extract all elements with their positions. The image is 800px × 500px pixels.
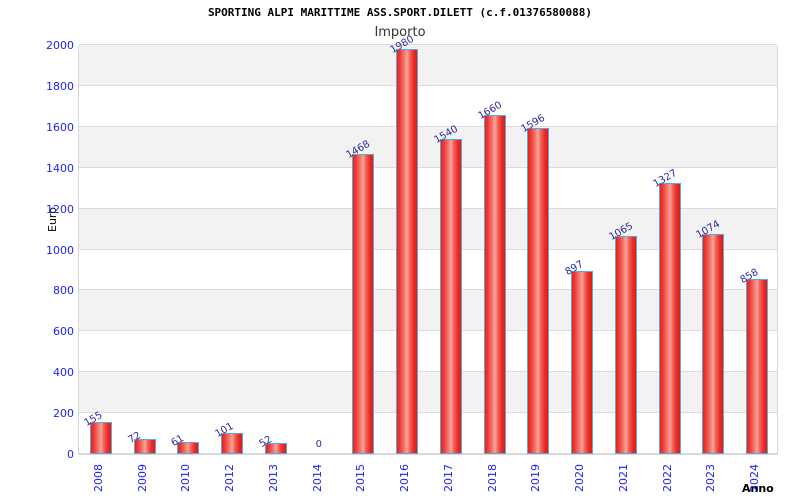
- plot-band: [79, 45, 777, 86]
- x-tick-label: 2014: [310, 464, 324, 492]
- bar[interactable]: [396, 49, 419, 454]
- x-tick-label: 2021: [616, 464, 630, 492]
- x-tick-label: 2022: [660, 464, 674, 492]
- chart-title: SPORTING ALPI MARITTIME ASS.SPORT.DILETT…: [207, 6, 593, 19]
- bar[interactable]: [571, 270, 594, 454]
- y-tick-label: 0: [67, 448, 74, 461]
- y-tick-label: 200: [53, 407, 74, 421]
- x-tick-label: 2024: [748, 464, 762, 492]
- bar[interactable]: [746, 278, 769, 454]
- y-tick-label: 400: [53, 366, 74, 380]
- gridline: [79, 248, 777, 250]
- plot-area: [78, 44, 778, 455]
- gridline: [79, 330, 777, 332]
- gridline: [79, 166, 777, 168]
- bar[interactable]: [702, 234, 725, 454]
- gridline: [79, 453, 777, 454]
- gridline: [79, 289, 777, 291]
- gridline: [79, 371, 777, 373]
- gridline: [79, 44, 777, 45]
- y-tick-label: 1600: [46, 120, 74, 134]
- y-tick-label: 800: [53, 284, 74, 298]
- x-axis-title: Anno: [742, 482, 774, 495]
- x-tick-label: 2015: [354, 464, 368, 492]
- y-tick-label: 1400: [46, 161, 74, 175]
- x-tick-label: 2012: [223, 464, 237, 492]
- x-tick-label: 2008: [91, 464, 105, 492]
- x-tick-label: 2016: [398, 464, 412, 492]
- bar[interactable]: [352, 153, 375, 454]
- y-tick-label: 1200: [46, 202, 74, 216]
- y-tick-label: 1000: [46, 243, 74, 257]
- bar[interactable]: [177, 441, 200, 454]
- bar-value-label: 0: [315, 439, 322, 450]
- y-tick-label: 1800: [46, 79, 74, 93]
- bar[interactable]: [614, 236, 637, 454]
- x-tick-label: 2017: [441, 464, 455, 492]
- gridline: [79, 125, 777, 127]
- bar[interactable]: [527, 127, 550, 454]
- x-tick-label: 2019: [529, 464, 543, 492]
- bar[interactable]: [221, 433, 244, 454]
- x-tick-label: 2010: [179, 464, 193, 492]
- bar[interactable]: [89, 422, 112, 454]
- y-tick-label: 600: [53, 325, 74, 339]
- bar[interactable]: [264, 443, 287, 454]
- gridline: [79, 412, 777, 414]
- x-tick-label: 2009: [135, 464, 149, 492]
- y-tick-label: 2000: [46, 39, 74, 52]
- plot-band: [79, 126, 777, 168]
- bar[interactable]: [483, 114, 506, 454]
- x-tick-label: 2020: [573, 464, 587, 492]
- bar[interactable]: [133, 439, 156, 454]
- x-tick-label: 2013: [266, 464, 280, 492]
- chart-subtitle: Importo: [374, 25, 426, 40]
- gridline: [79, 207, 777, 209]
- bar[interactable]: [439, 139, 462, 454]
- x-tick-label: 2023: [704, 464, 718, 492]
- gridline: [79, 84, 777, 86]
- x-tick-label: 2018: [485, 464, 499, 492]
- bar[interactable]: [658, 182, 681, 454]
